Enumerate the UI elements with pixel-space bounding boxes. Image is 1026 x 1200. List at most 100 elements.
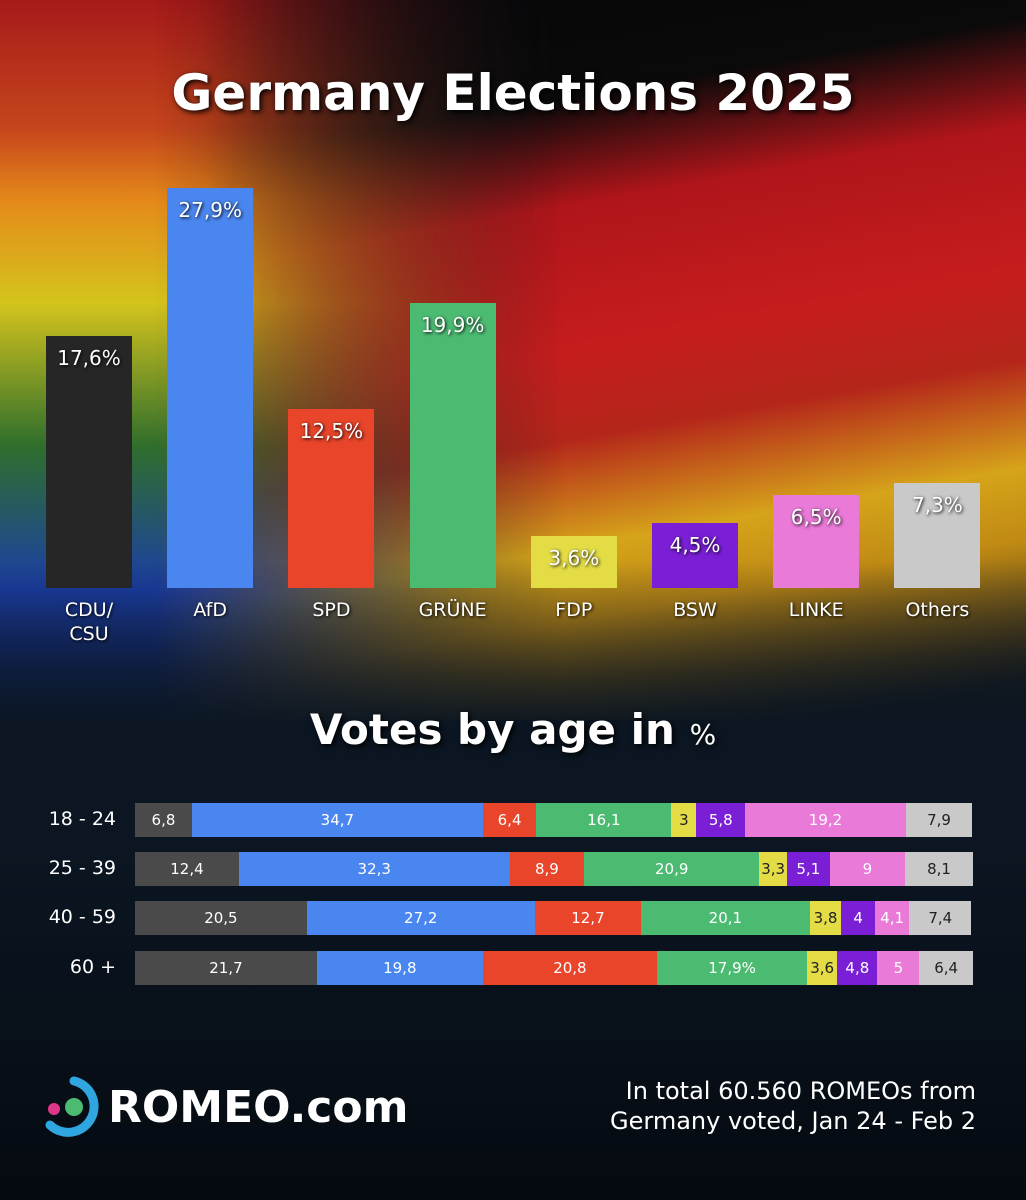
data-label: 4 bbox=[853, 909, 863, 927]
bar-segment: 3,6 bbox=[807, 951, 838, 985]
bar-segment: 8,1 bbox=[905, 852, 973, 886]
data-label: 6,5% bbox=[790, 504, 842, 529]
bar-segment: 12,7 bbox=[534, 901, 642, 935]
bar-segment: 6,8 bbox=[135, 803, 192, 837]
data-label: 20,1 bbox=[708, 909, 743, 927]
bar-segment: 3,3 bbox=[759, 852, 787, 886]
bar-segment: 21,7 bbox=[135, 951, 317, 985]
bar-segment: 4 bbox=[841, 901, 875, 935]
data-label: 5 bbox=[893, 959, 904, 977]
bar-segment: 20,5 bbox=[135, 901, 307, 935]
data-label: 19,8 bbox=[383, 959, 417, 977]
bar bbox=[894, 483, 981, 588]
bar bbox=[167, 188, 254, 588]
data-label: 12,7 bbox=[571, 909, 605, 927]
bar-segment: 12,4 bbox=[135, 852, 239, 886]
data-label: 27,9% bbox=[178, 198, 242, 222]
data-label: 20,5 bbox=[204, 909, 238, 927]
x-tick-label: AfD bbox=[193, 599, 227, 621]
bar-segment: 5,1 bbox=[786, 852, 830, 886]
bar-segment: 5 bbox=[877, 951, 920, 985]
data-label: 4,1 bbox=[880, 909, 905, 927]
data-label: 3,8 bbox=[813, 909, 838, 927]
data-label: 4,8 bbox=[845, 959, 870, 977]
data-label: 20,9 bbox=[655, 860, 689, 878]
bar-segment: 7,9 bbox=[905, 803, 973, 837]
data-label: 12,5% bbox=[299, 418, 364, 443]
bar-segment: 20,8 bbox=[482, 951, 658, 985]
data-label: 19,2 bbox=[808, 811, 843, 829]
data-label: 6,4 bbox=[497, 811, 522, 829]
footer-note: In total 60.560 ROMEOs from Germany vote… bbox=[610, 1077, 976, 1135]
bar-segment: 16,1 bbox=[536, 803, 672, 837]
bar bbox=[409, 302, 496, 588]
bar-segment: 19,8 bbox=[316, 951, 483, 985]
data-label: 21,7 bbox=[209, 959, 243, 977]
title-unit: % bbox=[689, 718, 717, 751]
y-tick-label: 40 - 59 bbox=[48, 906, 116, 928]
data-label: 16,1 bbox=[587, 811, 621, 829]
bar-segment: 27,2 bbox=[306, 901, 535, 935]
data-label: 6,8 bbox=[151, 811, 176, 829]
data-label: 7,4 bbox=[928, 909, 953, 927]
data-label: 17,6% bbox=[57, 345, 121, 370]
brand: ROMEO.com bbox=[108, 1082, 409, 1133]
data-label: 34,7 bbox=[320, 811, 355, 829]
y-tick-label: 18 - 24 bbox=[48, 808, 116, 830]
bar-segment: 17,9% bbox=[657, 951, 808, 985]
data-label: 32,3 bbox=[357, 860, 391, 878]
x-tick-label: Others bbox=[905, 599, 970, 621]
bar-segment: 6,4 bbox=[482, 803, 537, 837]
data-label: 3,6% bbox=[548, 546, 600, 571]
data-label: 3,3 bbox=[761, 860, 786, 878]
bar bbox=[46, 335, 132, 588]
data-label: 19,9% bbox=[420, 312, 485, 337]
x-tick-label: BSW bbox=[673, 599, 717, 621]
bar-segment: 3,8 bbox=[809, 901, 842, 935]
chart-title: Germany Elections 2025 bbox=[171, 64, 855, 122]
bar-segment: 5,8 bbox=[696, 803, 746, 837]
bar bbox=[652, 523, 738, 588]
bar-segment: 7,4 bbox=[909, 901, 972, 935]
data-label: 7,3% bbox=[911, 493, 963, 518]
data-label: 3 bbox=[679, 811, 689, 829]
y-tick-label: 25 - 39 bbox=[48, 857, 116, 879]
bar-segment: 20,9 bbox=[584, 852, 760, 886]
bar-segment: 3 bbox=[671, 803, 697, 837]
data-label: 27,2 bbox=[404, 909, 438, 927]
data-label: 7,9 bbox=[927, 811, 951, 829]
x-tick-label: SPD bbox=[312, 599, 351, 621]
bar-segment: 4,1 bbox=[874, 901, 910, 935]
chart-title: Votes by age in % bbox=[0, 705, 1026, 754]
bar-segment: 6,4 bbox=[919, 951, 973, 985]
bar-segment: 20,1 bbox=[641, 901, 810, 935]
logo-icon bbox=[45, 1076, 99, 1137]
data-label: 12,4 bbox=[170, 860, 204, 878]
data-label: 8,1 bbox=[927, 860, 951, 878]
x-tick-label: GRÜNE bbox=[418, 599, 487, 621]
bar-segment: 4,8 bbox=[837, 951, 878, 985]
data-label: 8,9 bbox=[534, 860, 559, 878]
title-text: Votes by age in bbox=[309, 705, 675, 754]
bar-segment: 32,3 bbox=[238, 852, 510, 886]
bar-segment: 19,2 bbox=[745, 803, 906, 837]
x-tick-label: FDP bbox=[555, 599, 593, 621]
data-label: 3,6 bbox=[810, 959, 835, 977]
bar-segment: 34,7 bbox=[191, 803, 483, 837]
bar bbox=[530, 536, 617, 588]
data-label: 4,5% bbox=[669, 533, 721, 558]
data-label: 5,1 bbox=[796, 860, 821, 878]
data-label: 9 bbox=[862, 860, 873, 878]
data-label: 17,9% bbox=[708, 959, 756, 977]
bar-segment: 8,9 bbox=[509, 852, 585, 886]
data-label: 5,8 bbox=[708, 811, 733, 829]
bar bbox=[288, 408, 375, 588]
data-label: 6,4 bbox=[934, 959, 959, 977]
bar-segment: 9 bbox=[829, 852, 906, 886]
bar bbox=[773, 494, 860, 588]
y-tick-label: 60 + bbox=[69, 956, 116, 978]
x-tick-label: CDU/ CSU bbox=[64, 599, 114, 645]
x-tick-label: LINKE bbox=[788, 599, 844, 621]
data-label: 20,8 bbox=[553, 959, 587, 977]
